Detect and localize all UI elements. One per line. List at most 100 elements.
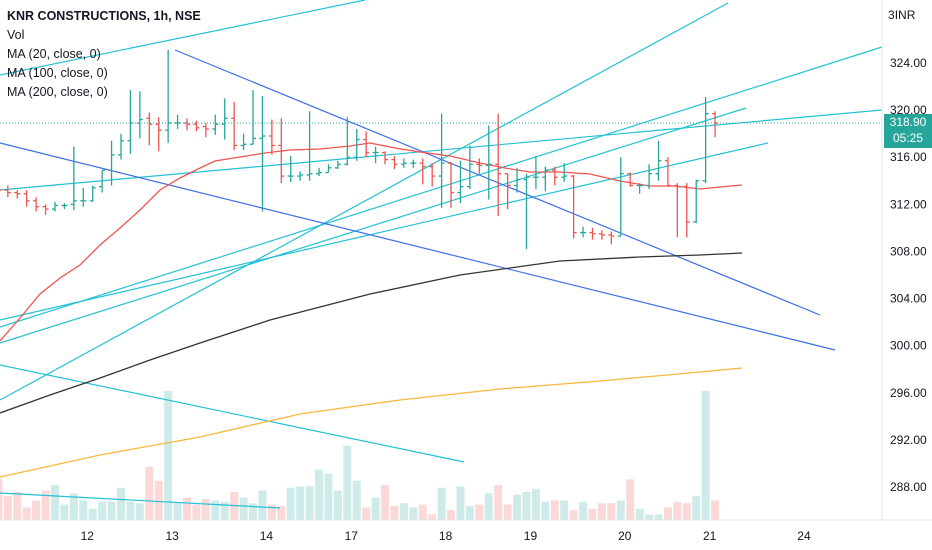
candle <box>14 190 21 199</box>
time-tick-label: 21 <box>703 529 717 543</box>
candle <box>372 146 379 164</box>
candle <box>268 119 275 155</box>
candle <box>0 189 2 191</box>
candle <box>193 120 200 132</box>
candle <box>42 204 49 215</box>
volume-bar <box>50 484 59 520</box>
candle <box>523 173 530 250</box>
candle <box>495 113 502 217</box>
candle <box>598 230 605 240</box>
candle <box>683 183 690 238</box>
legend-ma20[interactable]: MA (20, close, 0) <box>7 47 101 61</box>
volume-bar <box>183 497 191 520</box>
candle <box>693 179 700 224</box>
volume-bar <box>98 501 107 520</box>
volume-bar <box>41 490 50 520</box>
volume-bar <box>315 469 324 520</box>
candle <box>627 172 634 187</box>
candle <box>70 146 77 211</box>
trend-line <box>0 2 729 401</box>
candlesticks <box>0 50 719 250</box>
candle <box>89 185 96 202</box>
candle <box>674 183 681 238</box>
time-tick-label: 20 <box>618 529 632 543</box>
candle <box>476 158 483 174</box>
chart-legend: KNR CONSTRUCTIONS, 1h, NSE Vol MA (20, c… <box>7 7 201 102</box>
price-tick-label: 316.00 <box>890 150 927 164</box>
volume-bar <box>201 498 210 520</box>
volume-bar <box>324 473 333 520</box>
candle <box>655 140 662 181</box>
last-price-badge: 318.90 05:25 <box>884 114 932 148</box>
candle <box>316 167 323 177</box>
volume-bar <box>541 501 550 520</box>
candle <box>570 174 577 239</box>
candle <box>429 163 436 187</box>
volume-bar <box>286 487 295 520</box>
time-tick-label: 17 <box>345 529 359 543</box>
trend-line <box>0 107 747 344</box>
time-tick-label: 13 <box>165 529 179 543</box>
currency-label[interactable]: 3INR <box>888 8 915 22</box>
volume-bar <box>79 500 88 520</box>
trend-line <box>0 0 366 76</box>
candle <box>325 164 332 174</box>
price-tick-label: 292.00 <box>890 433 927 447</box>
volume-bar <box>305 486 314 520</box>
candle <box>61 203 68 210</box>
candle <box>514 167 521 193</box>
candle <box>212 114 219 135</box>
volume-bar <box>437 487 446 520</box>
moving-averages <box>0 142 743 478</box>
time-axis[interactable]: 12 13 14 17 18 19 20 21 24 <box>81 529 811 543</box>
ma20-line <box>0 142 743 342</box>
candle <box>382 151 389 165</box>
legend-ma100[interactable]: MA (100, close, 0) <box>7 66 108 80</box>
volume-bar <box>503 504 512 520</box>
volume-bar <box>692 496 701 520</box>
candle <box>23 190 30 207</box>
legend-vol[interactable]: Vol <box>7 28 25 42</box>
candle <box>117 133 124 160</box>
currency-code: INR <box>894 8 916 22</box>
volume-bar <box>560 500 569 520</box>
candle <box>240 133 247 151</box>
volume-bar <box>635 508 644 520</box>
chart-title: KNR CONSTRUCTIONS, 1h, NSE <box>7 9 201 23</box>
volume-bar <box>550 500 559 520</box>
time-tick-label: 18 <box>439 529 453 543</box>
volume-bar <box>154 480 163 520</box>
volume-bar <box>447 510 456 520</box>
candle <box>297 171 304 181</box>
candle <box>4 185 11 198</box>
candle <box>419 158 426 185</box>
candle <box>278 118 285 184</box>
volume-bar <box>597 503 606 520</box>
legend-ma200[interactable]: MA (200, close, 0) <box>7 85 108 99</box>
candle <box>174 114 181 129</box>
price-axis[interactable]: 324.00 320.00 316.00 312.00 308.00 304.00 300.… <box>890 56 927 494</box>
volume-bar <box>616 500 625 520</box>
price-tick-label: 308.00 <box>890 244 927 258</box>
volume-bar <box>192 504 201 520</box>
volume-bar <box>475 504 484 520</box>
volume-bar <box>626 479 635 520</box>
candle <box>287 156 294 182</box>
volume-bar <box>0 479 3 520</box>
volume-bar <box>522 491 531 520</box>
last-price-value: 318.90 <box>889 115 927 129</box>
volume-bar <box>654 514 663 520</box>
volume-bar <box>673 501 682 520</box>
trend-line <box>0 142 836 351</box>
candle <box>146 112 153 146</box>
candle <box>202 123 209 138</box>
candle <box>448 161 455 208</box>
price-tick-label: 312.00 <box>890 197 927 211</box>
time-tick-label: 24 <box>797 529 811 543</box>
price-tick-label: 320.00 <box>890 103 927 117</box>
volume-bar <box>465 505 474 520</box>
volume-bar <box>3 496 12 520</box>
volume-bar <box>607 503 616 520</box>
volume-bar <box>418 504 427 520</box>
